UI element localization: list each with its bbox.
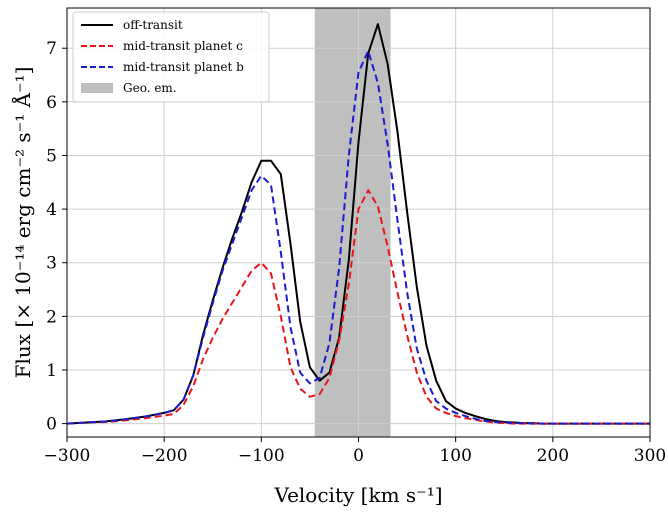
x-tick-label: −200: [141, 446, 188, 466]
y-tick-label: 6: [46, 93, 57, 113]
x-tick-label: 200: [537, 446, 569, 466]
legend-label-mid-transit-planet-c: mid-transit planet c: [123, 39, 243, 53]
legend-label-mid-transit-planet-b: mid-transit planet b: [123, 60, 244, 74]
x-tick-label: −100: [238, 446, 285, 466]
x-axis-title: Velocity [km s⁻¹]: [273, 483, 442, 507]
x-tick-label: 300: [634, 446, 666, 466]
legend-label-off-transit: off-transit: [123, 18, 183, 32]
legend-box: [72, 11, 270, 103]
x-tick-label: 100: [439, 446, 471, 466]
y-tick-label: 0: [46, 415, 57, 435]
series-layer: [66, 23, 650, 425]
y-tick-label: 2: [46, 307, 57, 327]
y-tick-label: 1: [46, 361, 57, 381]
x-tick-label: −300: [44, 446, 91, 466]
y-tick-label: 7: [46, 39, 57, 59]
y-axis-title: Flux [× 10⁻¹⁴ erg cm⁻² s⁻¹ Å⁻¹]: [10, 67, 35, 379]
y-tick-label: 3: [46, 254, 57, 274]
legend-swatch-geo-em-: [81, 83, 113, 93]
y-tick-label: 4: [46, 200, 57, 220]
tick-layer: −300 −200 −100 0 100 200 300 0 1 2 3 4 5 6 7: [44, 39, 667, 466]
legend-label-geo-em-: Geo. em.: [123, 81, 177, 95]
series-line-mid-transit-planet-b: [66, 49, 650, 425]
y-tick-label: 5: [46, 146, 57, 166]
x-tick-label: 0: [353, 446, 364, 466]
legend: off-transit mid-transit planet c mid-trans…: [72, 11, 270, 103]
